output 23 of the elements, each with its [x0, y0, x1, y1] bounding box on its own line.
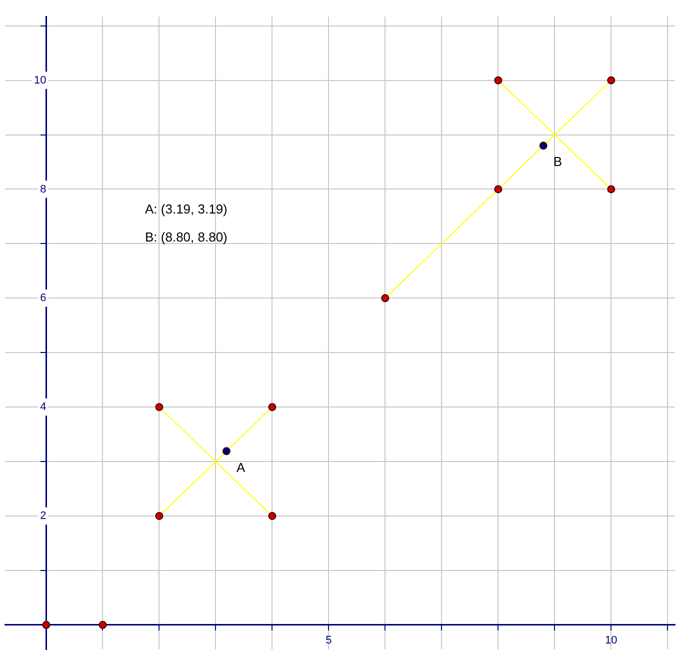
point [222, 447, 230, 456]
point [98, 620, 107, 629]
point [607, 76, 616, 84]
point [268, 403, 276, 412]
y-tick-label: 6 [40, 292, 46, 304]
y-tick-label: 8 [40, 183, 46, 196]
x-tick-label: 5 [326, 634, 332, 647]
point [494, 76, 502, 84]
point [539, 142, 548, 150]
point [494, 185, 502, 194]
point [607, 185, 616, 194]
y-tick-label: 2 [40, 510, 46, 522]
point [42, 620, 50, 629]
point [268, 512, 276, 520]
point [381, 294, 390, 302]
point [155, 403, 164, 412]
annotation: B: (8.80, 8.80) [145, 230, 228, 245]
y-tick-label: 4 [40, 401, 46, 414]
point [155, 512, 164, 520]
annotation: B [553, 154, 562, 170]
annotation: A [236, 460, 246, 475]
y-tick-label: 10 [34, 74, 46, 86]
annotation: A: (3.19, 3.19) [145, 202, 228, 217]
